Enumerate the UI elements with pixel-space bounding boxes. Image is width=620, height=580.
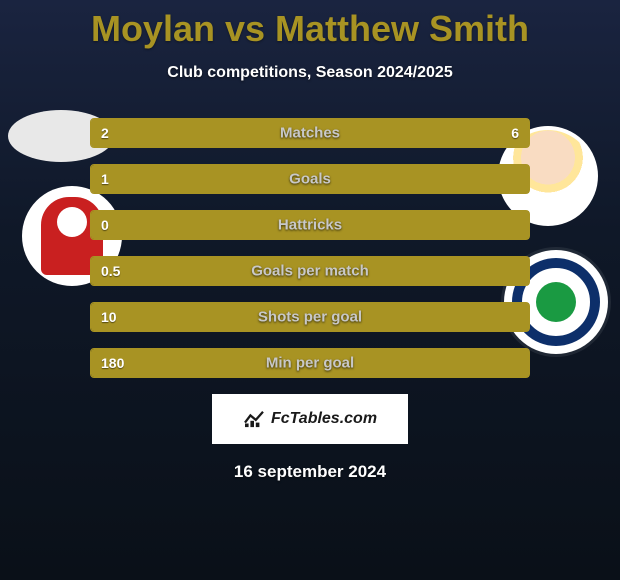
stat-left-value: 180 (101, 355, 124, 371)
stat-left-value: 2 (101, 125, 109, 141)
stat-row: 1 Goals (90, 164, 530, 194)
page-title: Moylan vs Matthew Smith (0, 0, 620, 50)
stats-block: 2 Matches 6 1 Goals 0 Hattricks 0.5 Goal… (90, 118, 530, 378)
brand-badge[interactable]: FcTables.com (212, 394, 408, 444)
stat-row: 0.5 Goals per match (90, 256, 530, 286)
stat-label: Goals per match (251, 263, 369, 280)
stat-left-value: 1 (101, 171, 109, 187)
stat-label: Goals (289, 171, 331, 188)
stat-left-value: 10 (101, 309, 117, 325)
subtitle: Club competitions, Season 2024/2025 (0, 64, 620, 82)
stat-left-value: 0.5 (101, 263, 120, 279)
stat-label: Min per goal (266, 355, 354, 372)
date-label: 16 september 2024 (0, 462, 620, 482)
stat-right-value: 6 (511, 125, 519, 141)
club-right-center-icon (536, 282, 576, 322)
stat-row: 10 Shots per goal (90, 302, 530, 332)
stat-row: 0 Hattricks (90, 210, 530, 240)
stat-row: 2 Matches 6 (90, 118, 530, 148)
stat-left-value: 0 (101, 217, 109, 233)
stat-label: Shots per goal (258, 309, 362, 326)
stat-label: Matches (280, 125, 340, 142)
chart-icon (243, 410, 265, 428)
stat-label: Hattricks (278, 217, 342, 234)
brand-text: FcTables.com (271, 410, 377, 428)
stat-row: 180 Min per goal (90, 348, 530, 378)
